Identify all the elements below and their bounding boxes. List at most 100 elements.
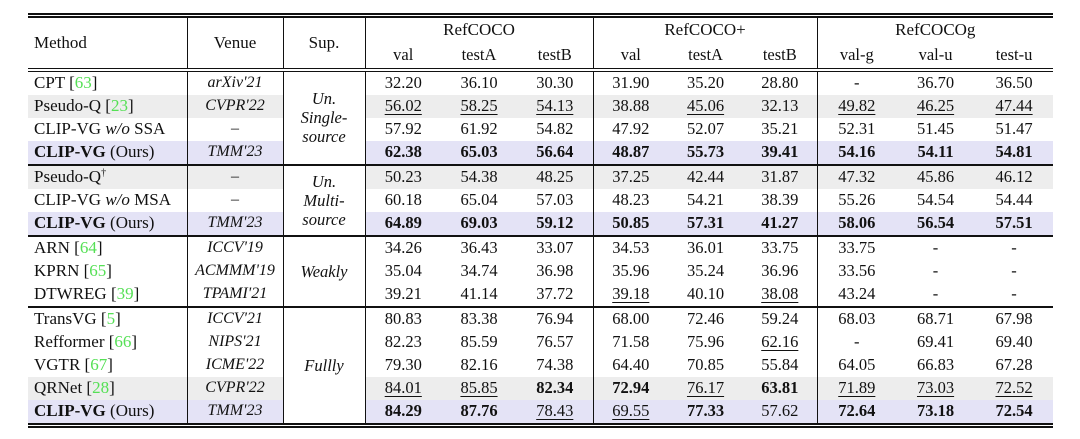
venue-cell: TPAMI'21 [187,282,284,307]
venue-cell: TMM'23 [187,399,284,425]
citation-number: 65 [89,261,107,280]
venue-cell: NIPS'21 [187,330,284,354]
metric-value: 67.98 [995,309,1033,328]
method-cell: CPT [63] [28,69,188,95]
method-text: (Ours) [105,213,155,232]
metric-value: 36.96 [743,259,818,283]
table-row: CLIP-VG (Ours) TMM'23 62.38 65.03 56.64 48.87… [28,140,1054,165]
method-cell: ARN [64] [28,235,188,260]
metric-value: 66.83 [916,355,955,374]
subcol-refcoco-plus-testa: testA [688,45,723,64]
metric-value: 76.94 [517,306,594,331]
metric-value: - [854,332,860,351]
metric-value: 47.32 [838,167,876,186]
method-text: Refformer [ [34,332,115,351]
table-row: DTWREG [39] TPAMI'21 39.21 41.14 37.72 39.18 4… [28,282,1053,307]
metric-value: 73.18 [916,401,955,420]
method-text: QRNet [ [34,378,93,397]
metric-value: 77.33 [686,401,725,420]
supervision-cell: Fullly [283,306,366,425]
metric-value: 65.04 [460,190,498,209]
metric-value: 54.81 [995,142,1033,161]
method-group-4: TransVG [5] ICCV'21 Fullly 80.83 83.38 76.94 6… [28,306,1054,425]
metric-value: 84.01 [384,378,422,397]
metric-value: 69.55 [612,401,650,420]
table-row: Refformer [66] NIPS'21 82.23 85.59 76.57 71.5… [28,330,1053,354]
metric-value: 52.31 [838,119,876,138]
method-text: CLIP-VG [34,190,106,209]
method-text: w/o [105,119,130,138]
method-cell: KPRN [65] [28,259,188,283]
metric-value: 38.39 [743,188,818,212]
citation-number: 28 [92,378,110,397]
venue-cell: ACMMM'19 [187,259,284,283]
results-table: Method Venue Sup. RefCOCO RefCOCO+ RefCO… [28,13,1054,428]
metric-value: 64.40 [612,355,650,374]
method-text: w/o [105,190,130,209]
metric-value: 54.44 [995,190,1033,209]
metric-value: - [932,261,939,280]
metric-value: 36.01 [686,238,725,257]
metric-value: 28.80 [743,69,818,95]
metric-value: 68.71 [916,309,955,328]
supervision-cell: Weakly [283,235,366,307]
metric-value: 65.03 [460,142,498,161]
subcol-refcoco-plus-testb: testB [743,42,818,70]
method-text: ] [131,332,138,351]
metric-value: 48.87 [612,142,650,161]
table-row: CPT [63] arXiv'21 Un. Single- source 32.20 3… [28,69,1053,165]
metric-value: 34.53 [612,238,650,257]
metric-value: 60.18 [384,190,422,209]
metric-value: 34.26 [384,238,422,257]
metric-value: 54.21 [686,190,725,209]
metric-value: 72.46 [686,309,725,328]
metric-value: 51.45 [916,119,955,138]
metric-value: 50.23 [384,167,422,186]
metric-value: 57.03 [517,188,594,212]
metric-value: 72.64 [838,401,876,420]
method-text: CLIP-VG [34,119,106,138]
method-text: (Ours) [105,401,155,420]
method-group-3: ARN [64] ICCV'19 Weakly 34.26 36.43 33.07 34.5… [28,235,1054,307]
venue-cell: CVPR'22 [187,94,284,118]
method-text: CLIP-VG [34,142,106,161]
metric-value: 40.10 [686,284,725,303]
supervision-cell: Un. Multi- source [283,164,366,236]
metric-value: 54.13 [517,94,594,118]
metric-value: 46.25 [916,96,955,115]
metric-value: 59.24 [743,306,818,331]
metric-value: 61.92 [460,119,498,138]
table-row: VGTR [67] ICME'22 79.30 82.16 74.38 64.40 70.8… [28,353,1053,377]
subcol-refcoco-plus-val: val [620,45,641,64]
metric-value: - [1011,284,1017,303]
table-row: KPRN [65] ACMMM'19 35.04 34.74 36.98 35.96 35.… [28,259,1053,283]
metric-value: 45.06 [686,96,725,115]
metric-value: 56.64 [517,140,594,165]
table-row: ARN [64] ICCV'19 Weakly 34.26 36.43 33.07 34.5… [28,235,1053,307]
metric-value: 32.20 [384,73,422,92]
method-cell: CLIP-VG (Ours) [28,399,188,425]
method-text: ] [127,96,134,115]
metric-value: 62.38 [384,142,422,161]
metric-value: 55.73 [686,142,725,161]
metric-value: 54.16 [838,142,876,161]
metric-value: 76.57 [517,330,594,354]
metric-value: 69.41 [916,332,955,351]
metric-value: 83.38 [460,309,498,328]
method-cell: Pseudo-Q† [28,164,188,189]
metric-value: 35.21 [743,117,818,141]
metric-value: 58.06 [838,213,876,232]
metric-value: 35.20 [686,73,725,92]
venue-cell: – [187,188,284,212]
metric-value: 37.72 [517,282,594,307]
metric-value: 46.12 [995,167,1033,186]
metric-value: 33.75 [743,235,818,260]
subcol-refcoco-testb: testB [517,42,594,70]
metric-value: 57.92 [384,119,422,138]
metric-value: 57.62 [743,399,818,425]
metric-value: 38.08 [743,282,818,307]
method-text: ] [106,261,112,280]
metric-value: 67.28 [995,355,1033,374]
metric-value: 36.43 [460,238,498,257]
metric-value: 33.07 [517,235,594,260]
